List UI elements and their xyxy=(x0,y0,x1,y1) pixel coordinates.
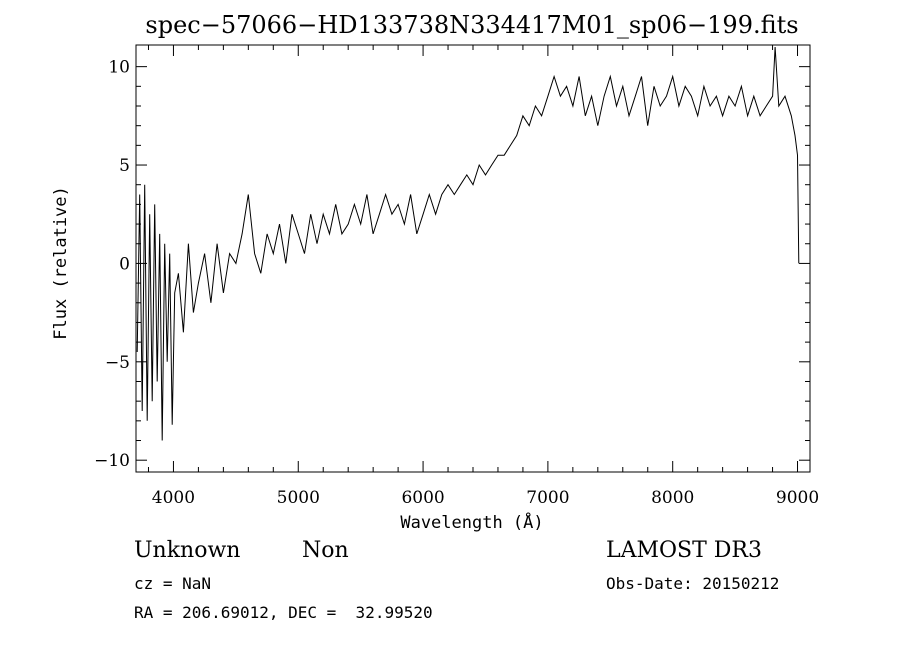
series-layer xyxy=(136,46,800,441)
y-tick-label: 0 xyxy=(119,254,130,274)
x-tick-label: 8000 xyxy=(651,488,694,508)
tick-labels: 4000 5000 6000 7000 8000 9000 −10 −5 0 5 10 xyxy=(94,58,819,508)
y-axis-label: Flux (relative) xyxy=(51,186,71,340)
x-axis-label: Wavelength (Å) xyxy=(400,511,543,533)
y-tick-label: −10 xyxy=(94,451,130,471)
spectrum-chart: spec−57066−HD133738N334417M01_sp06−199.f… xyxy=(51,11,819,533)
spectrum-line xyxy=(136,46,800,441)
coordinates-text: RA = 206.69012, DEC = 32.99520 xyxy=(134,603,433,622)
ticks xyxy=(136,45,810,472)
x-tick-label: 9000 xyxy=(776,488,819,508)
x-tick-label: 4000 xyxy=(152,488,195,508)
chart-title: spec−57066−HD133738N334417M01_sp06−199.f… xyxy=(145,11,798,39)
y-tick-label: −5 xyxy=(105,353,130,373)
y-tick-label: 5 xyxy=(119,156,130,176)
obs-date-text: Obs-Date: 20150212 xyxy=(606,574,780,593)
x-tick-label: 5000 xyxy=(277,488,320,508)
survey-name: LAMOST DR3 xyxy=(606,538,762,563)
object-class: Unknown xyxy=(134,538,241,563)
object-subclass: Non xyxy=(302,538,349,563)
x-tick-label: 6000 xyxy=(401,488,444,508)
y-tick-label: 10 xyxy=(108,58,130,78)
x-tick-label: 7000 xyxy=(526,488,569,508)
redshift-text: cz = NaN xyxy=(134,574,212,593)
